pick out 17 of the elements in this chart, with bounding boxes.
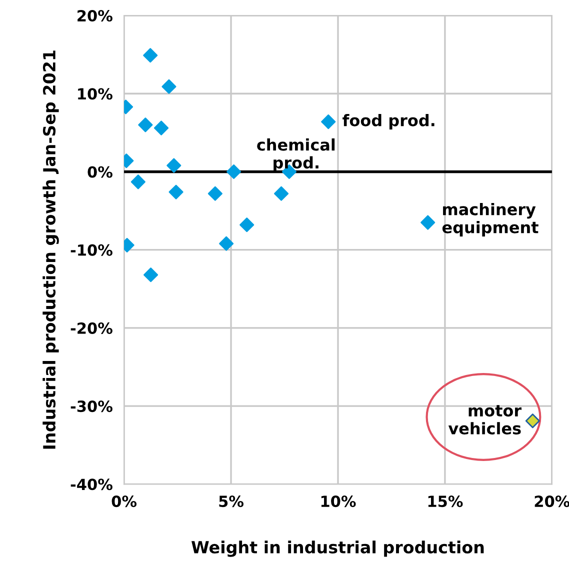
x-tick-label: 10% — [321, 496, 356, 508]
annotation: chemical prod. — [257, 138, 335, 172]
y-tick-label: -30% — [70, 400, 112, 412]
y-tick-label: -40% — [70, 478, 112, 490]
x-tick-label: 15% — [428, 496, 463, 508]
annotation: food prod. — [342, 114, 434, 130]
x-tick-label: 5% — [219, 496, 244, 508]
y-tick-label: -20% — [70, 322, 112, 334]
y-tick-label: 0% — [88, 166, 112, 178]
y-tick-label: 10% — [78, 88, 112, 100]
annotation: motor vehicles — [448, 405, 522, 434]
x-axis-title: Weight in industrial production — [192, 540, 484, 557]
annotation: machinery equipment — [442, 202, 538, 236]
y-tick-label: 20% — [78, 10, 112, 22]
x-tick-label: 0% — [112, 496, 137, 508]
y-tick-label: -10% — [70, 244, 112, 256]
y-axis-title: Industrial production growth Jan-Sep 2021 — [42, 50, 59, 449]
